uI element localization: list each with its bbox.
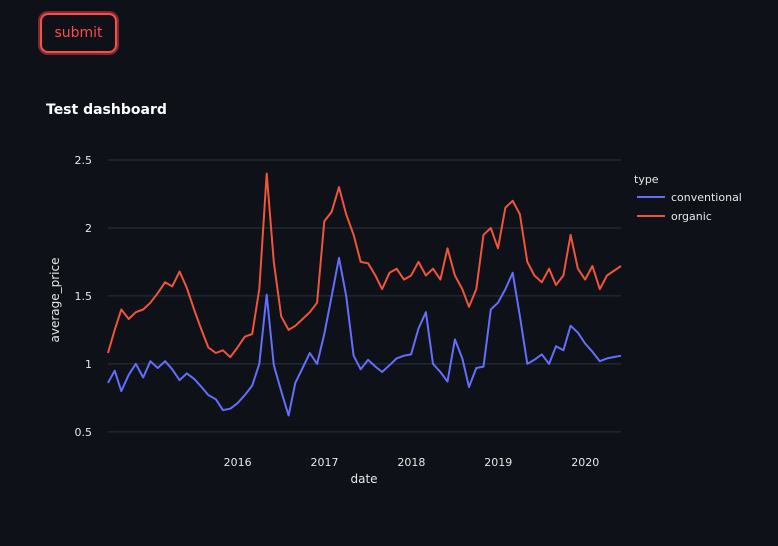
chart-grid — [108, 159, 621, 433]
submit-button[interactable]: submit — [40, 13, 117, 53]
y-tick-label: 2.5 — [75, 154, 93, 167]
y-tick-label: 1 — [85, 358, 92, 371]
legend-title: type — [634, 173, 659, 186]
x-axis-ticks: 2016 2017 2018 2019 2020 — [224, 456, 600, 469]
dashboard-title: Test dashboard — [46, 102, 167, 118]
chart-legend: type conventional organic — [634, 173, 742, 223]
y-axis-label: average_price — [48, 258, 62, 343]
chart-series — [107, 172, 622, 417]
y-tick-label: 0.5 — [75, 426, 93, 439]
x-axis-label: date — [350, 472, 377, 486]
x-tick-label: 2017 — [311, 456, 339, 469]
x-tick-label: 2020 — [571, 456, 599, 469]
y-axis-ticks: 0.5 1 1.5 2 2.5 — [75, 154, 93, 439]
x-tick-label: 2016 — [224, 456, 252, 469]
x-tick-label: 2018 — [397, 456, 425, 469]
legend-item-organic: organic — [671, 210, 712, 223]
y-tick-label: 1.5 — [75, 290, 93, 303]
y-tick-label: 2 — [85, 222, 92, 235]
series-line-organic — [107, 172, 622, 359]
x-tick-label: 2019 — [484, 456, 512, 469]
legend-item-conventional: conventional — [671, 191, 742, 204]
series-line-conventional — [107, 256, 622, 417]
